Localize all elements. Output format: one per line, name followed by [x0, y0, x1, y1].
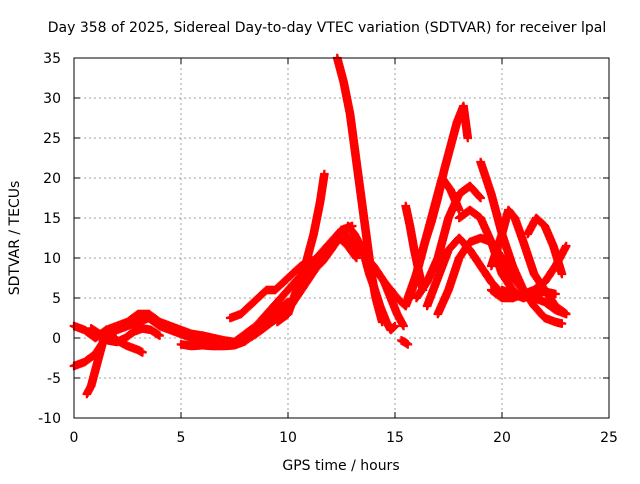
series-track-11: [343, 221, 400, 335]
y-tick-label: 30: [43, 91, 61, 107]
y-tick-labels: -10 -5 0 5 10 15 20 25 30 35: [38, 51, 61, 427]
series-track-17: [412, 181, 485, 303]
y-axis-label: SDTVAR / TECUs: [7, 181, 23, 296]
x-tick-label: 5: [177, 430, 186, 446]
data-point: [454, 205, 464, 215]
data-point: [463, 133, 473, 143]
data-point: [476, 193, 485, 203]
y-tick-label: 25: [43, 131, 61, 147]
series-track-26: [397, 336, 413, 349]
data-point: [561, 309, 571, 319]
y-tick-label: 10: [43, 251, 61, 267]
data-point: [403, 340, 413, 349]
plot-frame: [73, 57, 610, 419]
chart-title: Day 358 of 2025, Sidereal Day-to-day VTE…: [48, 20, 606, 36]
y-tick-label: 0: [52, 331, 61, 347]
x-axis-label: GPS time / hours: [282, 458, 399, 474]
data-point: [155, 331, 164, 340]
data-point: [320, 169, 329, 179]
series-track-5: [101, 325, 147, 357]
x-tick-labels: 0 5 10 15 20 25: [70, 430, 618, 446]
y-tick-label: 5: [52, 291, 61, 307]
series-track-8: [273, 169, 329, 327]
x-tick-label: 20: [493, 430, 511, 446]
data-point: [561, 241, 571, 251]
series-track-24: [523, 213, 567, 279]
series-track-10: [332, 53, 387, 327]
y-tick-label: 15: [43, 211, 61, 227]
x-tick-label: 0: [70, 430, 79, 446]
series-track-9: [283, 233, 361, 315]
x-tick-label: 10: [279, 430, 297, 446]
series-track-18: [422, 233, 517, 311]
y-tick-label: -10: [38, 411, 61, 427]
data-point: [551, 289, 560, 299]
series-layer: [69, 53, 571, 399]
series-track-16: [403, 173, 464, 303]
series-track-25: [497, 285, 560, 303]
series-track-4: [86, 324, 164, 347]
data-point: [138, 348, 147, 357]
data-point: [390, 321, 400, 331]
data-point: [399, 321, 408, 331]
data-point: [557, 269, 567, 279]
y-tick-label: 20: [43, 171, 61, 187]
x-tick-label: 25: [600, 430, 618, 446]
data-point: [352, 253, 361, 263]
x-tick-label: 15: [386, 430, 404, 446]
series-track-6: [176, 297, 293, 351]
y-tick-label: 35: [43, 51, 61, 67]
data-point: [557, 319, 567, 328]
y-tick-label: -5: [47, 371, 61, 387]
